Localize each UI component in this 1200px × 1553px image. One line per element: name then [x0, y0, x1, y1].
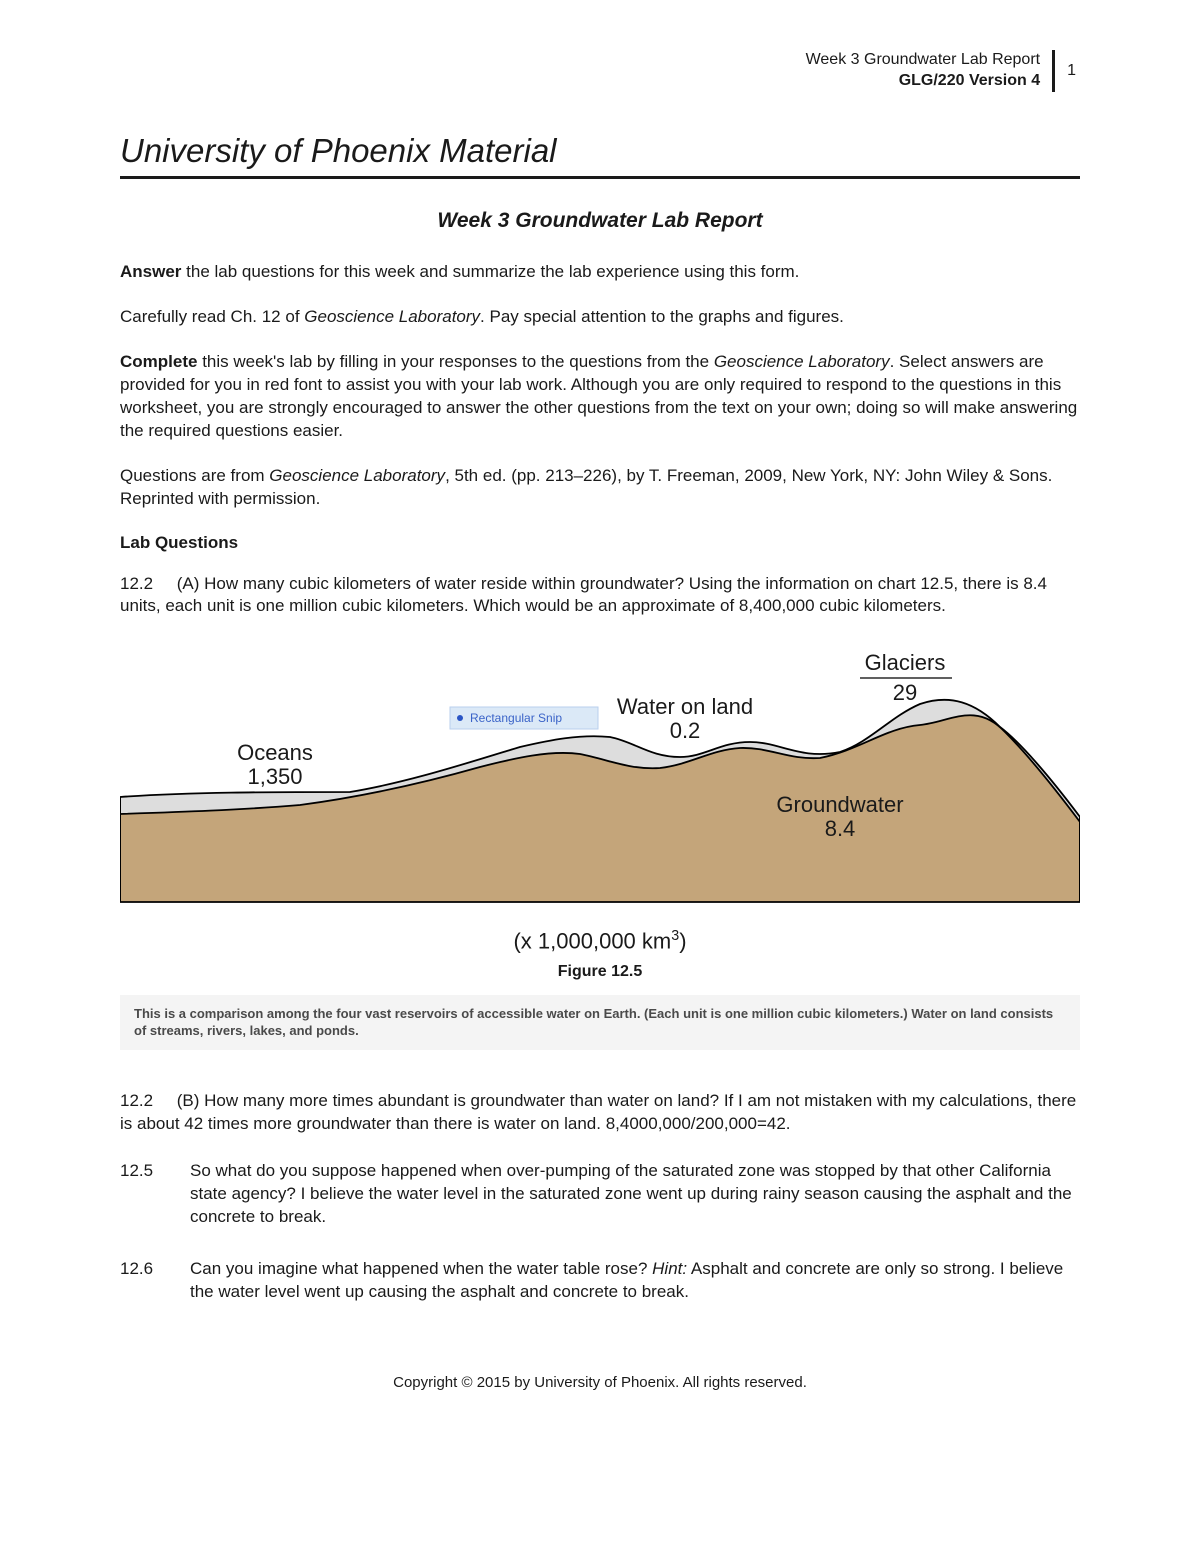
svg-text:8.4: 8.4: [825, 816, 856, 841]
question-12-2-a: 12.2 (A) How many cubic kilometers of wa…: [120, 573, 1080, 619]
question-number: 12.2: [120, 574, 153, 593]
read-paragraph: Carefully read Ch. 12 of Geoscience Labo…: [120, 306, 1080, 329]
question-number: 12.2: [120, 1091, 153, 1110]
question-text: (B) How many more times abundant is grou…: [120, 1091, 1076, 1133]
question-text: So what do you suppose happened when ove…: [190, 1160, 1080, 1229]
svg-text:Oceans: Oceans: [237, 740, 313, 765]
question-text: Can you imagine what happened when the w…: [190, 1258, 1080, 1304]
running-header: Week 3 Groundwater Lab Report GLG/220 Ve…: [120, 50, 1080, 92]
question-12-2-b: 12.2 (B) How many more times abundant is…: [120, 1090, 1080, 1136]
figure-caption: Figure 12.5: [120, 963, 1080, 981]
header-title: Week 3 Groundwater Lab Report: [806, 50, 1041, 71]
answer-lead: Answer: [120, 262, 181, 281]
figure-unit-label: (x 1,000,000 km3): [120, 928, 1080, 954]
figure-12-5: Rectangular Snip Oceans1,350 Water on land…: [120, 642, 1080, 1049]
svg-text:0.2: 0.2: [670, 718, 701, 743]
svg-text:29: 29: [893, 680, 917, 705]
document-heading: University of Phoenix Material: [120, 132, 1080, 170]
figure-description: This is a comparison among the four vast…: [120, 995, 1080, 1050]
lab-questions-heading: Lab Questions: [120, 533, 1080, 553]
answer-rest: the lab questions for this week and summ…: [181, 262, 799, 281]
question-text: (A) How many cubic kilometers of water r…: [120, 574, 1047, 616]
question-number: 12.6: [120, 1258, 190, 1304]
svg-text:Groundwater: Groundwater: [776, 792, 903, 817]
question-12-6: 12.6 Can you imagine what happened when …: [120, 1258, 1080, 1304]
question-number: 12.5: [120, 1160, 190, 1229]
svg-text:Glaciers: Glaciers: [865, 650, 946, 675]
citation-paragraph: Questions are from Geoscience Laboratory…: [120, 465, 1080, 511]
header-course: GLG/220 Version 4: [806, 71, 1041, 92]
header-divider: [1052, 50, 1055, 92]
complete-lead: Complete: [120, 352, 197, 371]
heading-rule: [120, 176, 1080, 179]
cross-section-svg: Rectangular Snip Oceans1,350 Water on land…: [120, 642, 1080, 922]
page-number: 1: [1067, 62, 1080, 80]
svg-text:Rectangular Snip: Rectangular Snip: [470, 711, 562, 725]
page-title: Week 3 Groundwater Lab Report: [120, 209, 1080, 233]
answer-paragraph: Answer the lab questions for this week a…: [120, 261, 1080, 284]
question-12-5: 12.5 So what do you suppose happened whe…: [120, 1160, 1080, 1229]
footer-copyright: Copyright © 2015 by University of Phoeni…: [120, 1374, 1080, 1391]
svg-text:1,350: 1,350: [247, 764, 302, 789]
svg-text:Water on land: Water on land: [617, 694, 753, 719]
complete-paragraph: Complete this week's lab by filling in y…: [120, 351, 1080, 443]
